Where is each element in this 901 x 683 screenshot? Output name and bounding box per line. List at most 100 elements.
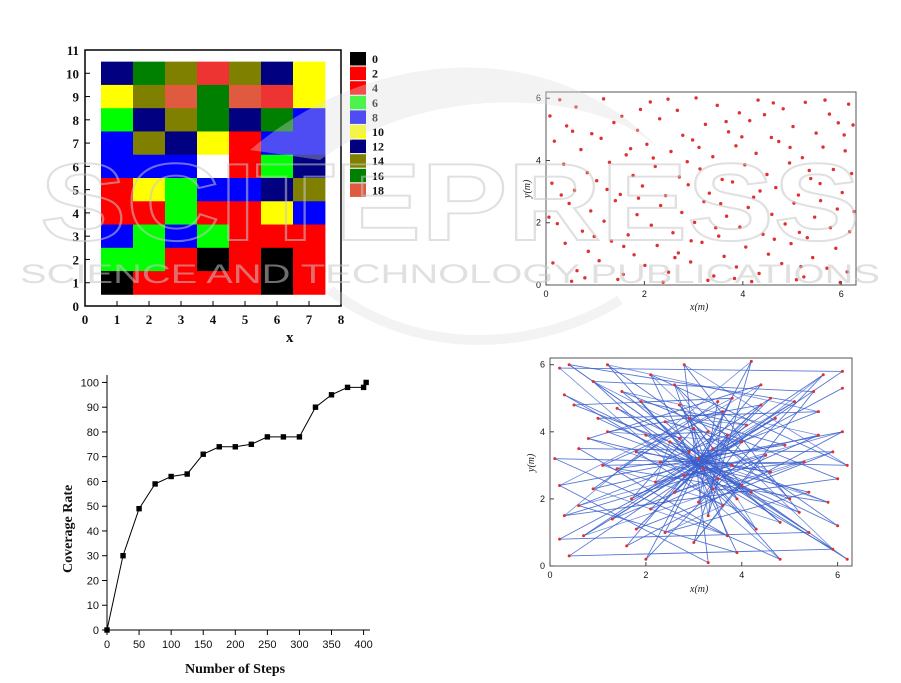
path-point — [558, 366, 562, 370]
coverage-y-tick-label: 60 — [87, 476, 99, 488]
grid-legend-label: 10 — [372, 125, 384, 139]
scatter-point — [737, 111, 742, 115]
scatter-point — [756, 98, 760, 102]
grid-cell — [197, 224, 230, 249]
path-point — [711, 487, 715, 491]
path-point — [692, 426, 696, 430]
grid-cell — [293, 271, 326, 295]
scatter-point — [797, 230, 802, 235]
grid-y-tick-label: 5 — [73, 183, 80, 198]
scatter-point — [640, 184, 645, 188]
grid-legend-swatch — [350, 52, 366, 66]
grid-x-tick-label: 5 — [242, 312, 249, 327]
scatter-point — [718, 202, 723, 206]
scatter-point — [607, 160, 612, 165]
scatter-point — [792, 201, 796, 205]
path-point — [807, 490, 811, 494]
path-point — [749, 490, 753, 494]
grid-legend-label: 14 — [372, 154, 384, 168]
scatter-point — [715, 103, 719, 108]
scatter-point — [579, 147, 583, 152]
scatter-point — [680, 210, 684, 215]
grid-cell — [229, 131, 262, 156]
scatter-point — [717, 234, 721, 238]
grid-cell — [197, 61, 230, 86]
path-point — [663, 530, 667, 534]
path-segment — [688, 417, 747, 426]
scatter-point — [661, 280, 665, 284]
path-point — [816, 410, 820, 414]
coverage-x-tick-label: 50 — [133, 639, 145, 651]
scatter-x-axis-label: x(m) — [689, 302, 709, 313]
scatter-point — [624, 153, 628, 157]
scatter-point — [651, 156, 655, 160]
scatter-point — [648, 100, 653, 104]
scatter-point — [686, 183, 690, 187]
grid-x-tick-label: 1 — [114, 312, 121, 327]
path-point — [591, 379, 595, 383]
grid-legend-swatch — [350, 168, 366, 183]
scatter-point — [842, 133, 846, 137]
scatter-point — [814, 131, 818, 135]
grid-cell — [293, 84, 326, 109]
grid-cell — [101, 271, 134, 295]
path-segment — [650, 434, 819, 510]
scatter-point — [794, 278, 799, 282]
scatter-point — [677, 175, 682, 179]
grid-cell — [101, 108, 134, 132]
scatter-point — [563, 241, 567, 245]
scatter-point — [724, 214, 729, 218]
grid-cell — [165, 201, 198, 225]
scatter-point — [643, 263, 647, 268]
path-point — [687, 450, 691, 454]
coverage-y-tick-label: 70 — [87, 452, 99, 464]
coverage-point — [200, 451, 206, 457]
scatter-point — [558, 98, 562, 102]
grid-cell — [165, 178, 198, 202]
path-segment — [559, 367, 843, 372]
path-point — [615, 467, 619, 471]
scatter-point — [564, 124, 569, 128]
grid-cell — [101, 224, 134, 249]
paths-x-tick-label: 4 — [739, 570, 744, 580]
path-point — [725, 534, 729, 538]
path-point — [644, 433, 648, 437]
coverage-point — [152, 481, 158, 487]
path-point — [606, 363, 610, 367]
path-segment — [698, 441, 743, 503]
scatter-point — [812, 215, 817, 219]
path-point — [692, 541, 696, 545]
path-point — [577, 447, 581, 451]
scatter-point — [602, 219, 606, 223]
coverage-y-ticks: 0 10 20 30 40 50 60 70 80 90 100 — [81, 377, 107, 637]
grid-x-tick-label: 7 — [306, 312, 313, 327]
scatter-point — [809, 176, 813, 181]
coverage-point — [328, 392, 335, 398]
coverage-point — [360, 384, 367, 391]
path-point — [677, 437, 681, 441]
scatter-point — [597, 259, 601, 263]
scatter-point — [803, 100, 808, 104]
path-point — [610, 517, 614, 521]
path-point — [562, 393, 566, 397]
path-segment — [602, 464, 781, 523]
scatter-x-tick-label: 2 — [642, 289, 647, 299]
coverage-point — [232, 444, 238, 450]
path-point — [740, 440, 744, 444]
grid-x-tick-label: 8 — [338, 312, 345, 327]
path-segment — [568, 364, 742, 486]
path-point — [721, 410, 725, 414]
path-point — [697, 500, 701, 504]
scatter-point — [849, 171, 854, 176]
grid-x-ticks: 0 1 2 3 4 5 6 7 8 — [82, 301, 345, 327]
scatter-point — [770, 212, 774, 217]
path-point — [749, 359, 753, 363]
scatter-point — [703, 122, 708, 127]
path-segment — [688, 417, 786, 446]
path-point — [759, 403, 763, 407]
scatter-point — [559, 193, 563, 197]
grid-legend-swatch — [350, 110, 366, 124]
scatter-point — [851, 123, 855, 127]
grid-cell — [133, 61, 166, 86]
scatter-point — [657, 117, 662, 121]
